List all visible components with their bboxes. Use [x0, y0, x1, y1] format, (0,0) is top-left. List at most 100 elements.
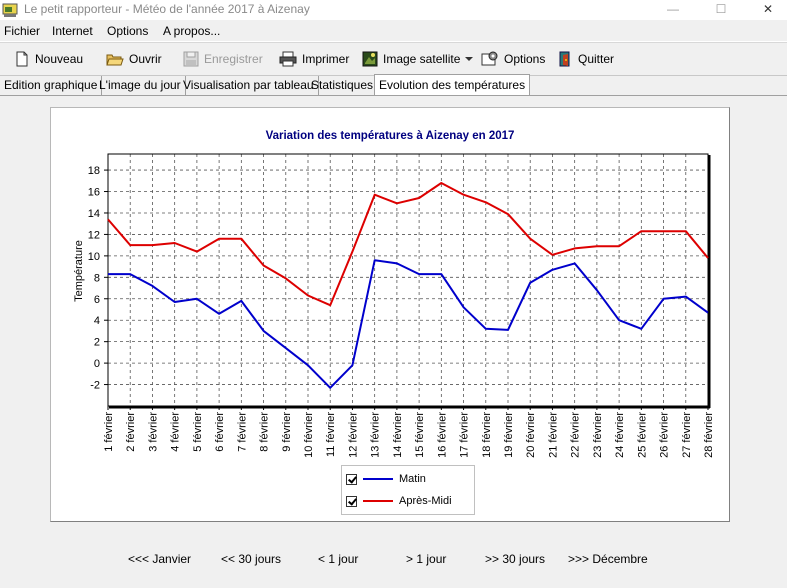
ouvrir-button[interactable]: Ouvrir [106, 49, 162, 69]
series-line-matin [108, 259, 709, 389]
x-tick-label: 19 février [503, 412, 515, 458]
nav-janvier-button[interactable]: <<< Janvier [128, 552, 192, 566]
printer-icon [279, 51, 297, 67]
tab-image-du-jour[interactable]: L'image du jour [95, 76, 186, 95]
x-tick-label: 26 février [659, 412, 671, 458]
plot-area: -2 0 2 4 6 8 10 12 14 16 18 1 février 2 février 3 fév… [88, 153, 715, 458]
matin-legend-line [363, 478, 393, 480]
tab-strip: Edition graphique L'image du jour Visual… [0, 74, 787, 96]
x-tick-label: 7 février [236, 412, 248, 452]
enregistrer-label: Enregistrer [204, 52, 263, 66]
x-tick-label: 15 février [414, 412, 426, 458]
x-tick-label: 25 février [636, 412, 648, 458]
menu-internet[interactable]: Internet [52, 24, 93, 38]
x-tick-label: 10 février [303, 412, 315, 458]
x-tick-label: 4 février [170, 412, 182, 452]
y-tick-label: 6 [94, 294, 100, 306]
series-line-apres-midi [107, 182, 709, 307]
y-tick-label: 10 [88, 251, 100, 263]
quitter-label: Quitter [578, 52, 615, 66]
plot-frame [107, 153, 709, 407]
window-title: Le petit rapporteur - Météo de l'année 2… [24, 2, 310, 16]
x-tick-label: 18 février [481, 412, 493, 458]
enregistrer-button[interactable]: Enregistrer [183, 49, 263, 69]
dropdown-arrow-icon [465, 57, 474, 61]
x-tick-label: 8 février [259, 412, 271, 452]
apres-midi-legend-line [363, 500, 393, 502]
title-bar: Le petit rapporteur - Météo de l'année 2… [0, 0, 787, 20]
y-axis-label: Température [73, 240, 85, 302]
exit-door-icon [559, 51, 570, 67]
x-tick-label: 21 février [547, 412, 559, 458]
legend-item-apres-midi[interactable]: Après-Midi [346, 493, 452, 509]
y-tick-label: 16 [88, 187, 100, 199]
tab-evolution-temperatures[interactable]: Evolution des températures [374, 74, 531, 96]
nav-plus-1-day-button[interactable]: > 1 jour [406, 552, 447, 566]
y-tick-label: 8 [94, 272, 100, 284]
chart-legend: Matin Après-Midi [341, 465, 475, 515]
menu-fichier[interactable]: Fichier [4, 24, 41, 38]
x-tick-label: 6 février [214, 412, 226, 452]
nouveau-button[interactable]: Nouveau [14, 49, 83, 69]
x-tick-label: 24 février [614, 412, 626, 458]
x-tick-label: 23 février [592, 412, 604, 458]
apres-midi-checkbox[interactable] [346, 495, 357, 507]
toolbar: Nouveau Ouvrir Enregistrer Imprimer Imag… [0, 42, 787, 76]
satellite-image-icon [362, 51, 378, 67]
tab-statistiques[interactable]: Statistiques [307, 76, 379, 95]
imprimer-label: Imprimer [302, 52, 350, 66]
menu-bar: Fichier Internet Options A propos... [0, 21, 787, 42]
nav-minus-1-day-button[interactable]: < 1 jour [318, 552, 359, 566]
matin-checkbox[interactable] [346, 473, 357, 485]
menu-a-propos[interactable]: A propos... [163, 24, 221, 38]
tab-divider [0, 95, 787, 96]
x-tick-label: 13 février [370, 412, 382, 458]
legend-item-matin[interactable]: Matin [346, 471, 426, 487]
nav-minus-30-days-button[interactable]: << 30 jours [221, 552, 282, 566]
x-tick-label: 9 février [281, 412, 293, 452]
x-tick-label: 1 février [103, 412, 115, 452]
quitter-button[interactable]: Quitter [557, 49, 614, 69]
open-folder-icon [106, 54, 124, 66]
temperature-chart: Variation des températures à Aizenay en … [73, 130, 715, 458]
x-tick-label: 20 février [525, 412, 537, 458]
x-tick-label: 12 février [347, 412, 359, 458]
maximize-button[interactable]: ☐ [715, 2, 727, 16]
tab-visualisation-tableau[interactable]: Visualisation par tableau [179, 76, 319, 95]
tab-edition-graphique[interactable]: Edition graphique [0, 76, 103, 95]
x-tick-label: 14 février [392, 412, 404, 458]
chart-title: Variation des températures à Aizenay en … [266, 130, 515, 142]
close-button[interactable]: ✕ [762, 2, 774, 16]
y-tick-label: 4 [94, 315, 100, 327]
matin-legend-label: Matin [399, 473, 426, 485]
options-button[interactable]: Options [481, 49, 545, 69]
y-tick-label: 18 [88, 165, 100, 177]
y-tick-label: 2 [94, 337, 100, 349]
x-tick-label: 17 février [459, 412, 471, 458]
y-tick-label: 12 [88, 229, 100, 241]
ouvrir-label: Ouvrir [129, 52, 162, 66]
imprimer-button[interactable]: Imprimer [279, 49, 349, 69]
x-tick-label: 22 février [570, 412, 582, 458]
x-tick-label: 16 février [436, 412, 448, 458]
y-tick-label: 14 [88, 208, 100, 220]
options-icon [481, 51, 498, 66]
nav-decembre-button[interactable]: >>> Décembre [568, 552, 648, 566]
x-tick-label: 27 février [681, 412, 693, 458]
y-tick-label: -2 [90, 380, 100, 392]
options-label: Options [504, 52, 546, 66]
image-satellite-button[interactable]: Image satellite [362, 49, 474, 69]
minimize-button[interactable]: — [667, 2, 679, 16]
save-disk-icon [183, 51, 199, 67]
nouveau-label: Nouveau [35, 52, 84, 66]
y-tick-label: 0 [94, 358, 100, 370]
nav-plus-30-days-button[interactable]: >> 30 jours [485, 552, 546, 566]
chart-panel: Variation des températures à Aizenay en … [50, 107, 730, 522]
x-tick-label: 5 février [192, 412, 204, 452]
x-tick-label: 28 février [703, 412, 715, 458]
image-satellite-label: Image satellite [383, 52, 461, 66]
apres-midi-legend-label: Après-Midi [399, 495, 452, 507]
menu-options[interactable]: Options [107, 24, 149, 38]
new-document-icon [16, 51, 28, 67]
x-tick-label: 2 février [125, 412, 137, 452]
